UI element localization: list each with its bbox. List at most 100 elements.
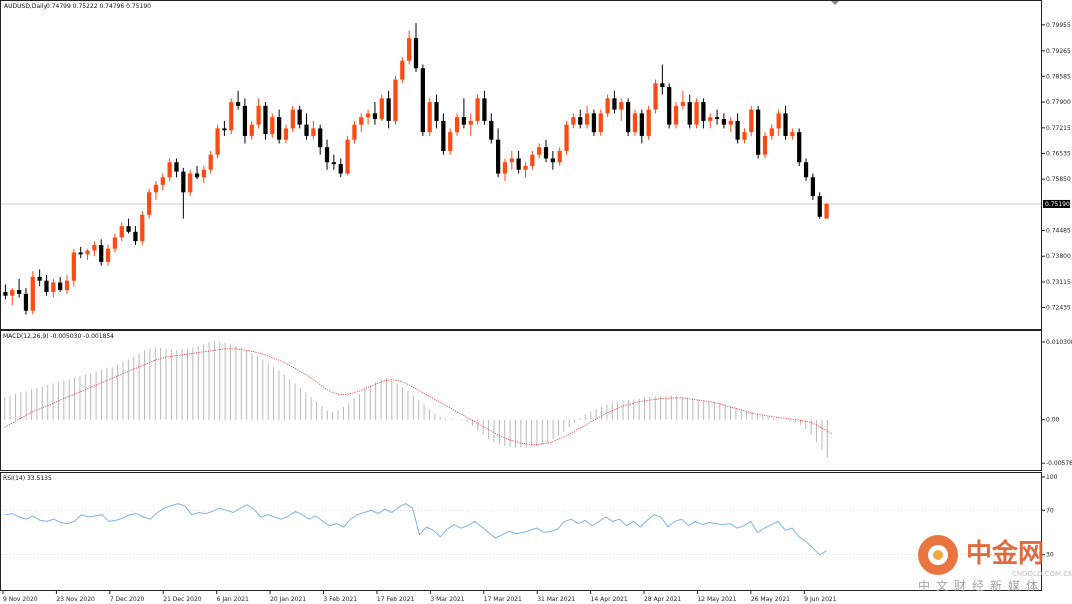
price-tick-label: 0.73115: [1046, 279, 1071, 286]
ohlc-label: 0.74799 0.75222 0.74796 0.75190: [46, 3, 151, 10]
candle-body: [222, 128, 227, 131]
candle-body: [30, 276, 35, 311]
candle-body: [181, 171, 186, 193]
candle-body: [10, 290, 15, 296]
candle-body: [283, 128, 289, 140]
candle-body: [797, 132, 802, 163]
price-tick-label: 0.72435: [1046, 305, 1071, 312]
candle-body: [468, 120, 473, 125]
candle-body: [147, 192, 152, 215]
rsi-tick-label: 70: [1046, 507, 1054, 514]
candle-body: [687, 102, 692, 125]
candle-body: [598, 113, 603, 133]
watermark-tagline: 中文财经新媒体: [918, 578, 1044, 593]
candle-body: [359, 117, 364, 125]
macd-panel-frame: [0, 330, 1042, 471]
time-tick-label: 7 Dec 2020: [110, 596, 145, 603]
candle-body: [126, 226, 131, 232]
candle-body: [660, 83, 665, 88]
candle-body: [3, 291, 8, 296]
price-tick-label: 0.74485: [1046, 227, 1071, 234]
candle-body: [407, 38, 412, 61]
candle-body: [667, 87, 672, 125]
price-tick-label: 0.79955: [1046, 22, 1071, 29]
candle-body: [215, 128, 220, 155]
candle-body: [502, 162, 508, 174]
candle-body: [324, 147, 330, 163]
candle-body: [619, 102, 624, 110]
candle-body: [229, 102, 234, 131]
watermark-logo: 中金网 CNGOLD.COM.CN 中文财经新媒体: [918, 535, 1072, 593]
candle-body: [714, 117, 720, 120]
candle-body: [810, 177, 816, 197]
candle-body: [290, 109, 295, 129]
candle-body: [318, 128, 323, 148]
watermark-domain: CNGOLD.COM.CN: [1012, 570, 1072, 578]
candle-body: [441, 120, 446, 151]
price-tick-label: 0.76535: [1046, 150, 1071, 157]
macd-tick-label: -0.00576: [1046, 460, 1072, 467]
candle-body: [578, 117, 583, 125]
watermark-brand: 中金网: [966, 538, 1044, 569]
candle-body: [701, 102, 706, 121]
candle-body: [612, 98, 617, 110]
candle-body: [58, 282, 63, 291]
candle-body: [311, 128, 316, 136]
macd-tick-label: 0.00: [1046, 417, 1060, 424]
candle-body: [742, 132, 747, 140]
candle-body: [537, 147, 542, 155]
candle-body: [605, 98, 610, 114]
candle-body: [256, 105, 261, 125]
symbol-label: AUDUSD,Daily: [4, 3, 47, 10]
candle-body: [133, 231, 138, 242]
scroll-marker-icon[interactable]: [831, 1, 839, 5]
candle-body: [44, 280, 49, 292]
candle-body: [694, 102, 699, 125]
candle-body: [626, 102, 631, 133]
candle-body: [112, 237, 118, 249]
candle-body: [345, 139, 350, 174]
candle-body: [653, 83, 658, 110]
candle-body: [817, 196, 822, 217]
candle-body: [23, 293, 29, 311]
candle-body: [297, 109, 302, 125]
candle-body: [160, 177, 165, 185]
candle-body: [735, 120, 740, 140]
candle-body: [632, 113, 638, 133]
last-price-badge: [1043, 199, 1070, 208]
candle-body: [37, 276, 42, 281]
price-tick-label: 0.75850: [1046, 176, 1071, 183]
candle-body: [92, 244, 97, 251]
rsi-tick-label: 30: [1046, 552, 1054, 559]
candle-body: [591, 113, 597, 133]
candle-body: [119, 226, 124, 238]
candle-body: [194, 173, 200, 178]
candle-body: [523, 166, 528, 170]
candle-body: [51, 282, 56, 292]
time-tick-label: 17 Mar 2021: [484, 596, 522, 603]
candle-body: [393, 79, 398, 121]
candle-body: [783, 113, 788, 136]
candle-body: [235, 102, 241, 106]
time-tick-label: 3 Mar 2021: [430, 596, 464, 603]
candle-body: [448, 132, 453, 151]
candle-body: [762, 135, 768, 155]
candle-body: [776, 113, 781, 129]
rsi-tick-label: 100: [1046, 474, 1058, 481]
candle-body: [708, 117, 713, 121]
candle-body: [85, 250, 90, 255]
macd-signal-line: [4, 348, 833, 446]
candle-body: [557, 150, 562, 163]
last-price-label: 0.75190: [1045, 201, 1070, 208]
candle-body: [379, 98, 384, 120]
time-axis: 9 Nov 2020 23 Nov 2020 7 Dec 2020 21 Dec 20…: [2, 591, 837, 603]
candle-body: [489, 120, 494, 140]
candle-body: [680, 102, 685, 106]
time-tick-label: 9 Jun 2021: [804, 596, 836, 603]
time-tick-label: 21 Dec 2020: [163, 596, 202, 603]
candle-body: [475, 98, 480, 121]
candle-body: [64, 280, 70, 291]
candle-body: [365, 113, 371, 118]
candle-body: [249, 124, 254, 136]
